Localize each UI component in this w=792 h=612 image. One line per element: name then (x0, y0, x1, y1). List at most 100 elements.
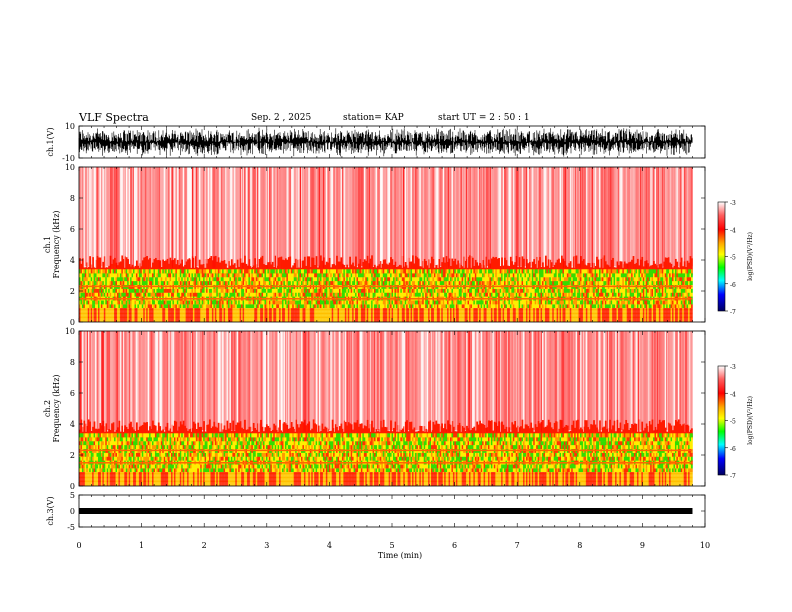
spectrogram-cell (588, 273, 591, 278)
spectrogram-cell (119, 167, 122, 267)
spectrogram-cell (638, 288, 641, 293)
spectrogram-cell (153, 304, 156, 309)
spectrogram-cell (509, 280, 512, 286)
spectrogram-cell (261, 255, 264, 276)
spectrogram-cell (626, 292, 629, 297)
spectrogram-cell (166, 300, 169, 305)
spectrogram-cell (276, 167, 278, 267)
spectrogram-cell (419, 280, 422, 286)
spectrogram-cell (188, 304, 191, 309)
spectrogram-cell (118, 269, 121, 274)
spectrogram-cell (263, 300, 265, 305)
spectrogram-cell (426, 288, 429, 293)
spectrogram-cell (600, 288, 603, 293)
spectrogram-cell (663, 167, 666, 267)
spectrogram-cell (480, 167, 483, 267)
spectrogram-cell (540, 280, 543, 286)
spectrogram-cell (114, 300, 116, 305)
spectrogram-cell (502, 304, 505, 309)
spectrogram-cell (479, 292, 481, 297)
spectrogram-cell (460, 300, 462, 305)
spectrogram-cell (134, 292, 137, 297)
spectrogram-cell (97, 300, 100, 305)
spectrogram-cell (553, 288, 556, 293)
spectrogram-cell (473, 280, 476, 286)
spectrogram-cell (322, 300, 325, 305)
spectrogram-cell (393, 273, 395, 278)
spectrogram-cell (229, 304, 232, 309)
spectrogram-cell (585, 300, 588, 305)
spectrogram-cell (474, 259, 477, 276)
spectrogram-cell (263, 292, 265, 297)
spectrogram-cell (653, 269, 655, 274)
spectrogram-cell (520, 280, 522, 286)
spectrogram-cell (387, 273, 389, 278)
spectrogram-cell (355, 300, 357, 305)
spectrogram-cell (359, 167, 362, 267)
spectrogram-cell (374, 167, 376, 267)
spectrogram-cell (523, 167, 525, 267)
spectrogram-cell (482, 269, 484, 274)
spectrogram-cell (251, 300, 254, 305)
spectrogram-cell (312, 277, 315, 282)
spectrogram-cell (594, 288, 597, 293)
spectrogram-cell (220, 277, 223, 282)
spectrogram-cell (207, 304, 210, 309)
spectrogram-cell (108, 277, 110, 282)
spectrogram-cell (137, 288, 140, 293)
spectrogram-cell (417, 277, 420, 282)
spectrogram-cell (214, 273, 217, 278)
spectrogram-cell (455, 167, 458, 267)
spectrogram-cell (591, 277, 594, 282)
spectrogram-cell (192, 273, 195, 278)
spectrogram-cell (83, 304, 86, 309)
spectrogram-cell (128, 288, 131, 293)
spectrogram-cell (190, 304, 192, 309)
spectrogram-cell (435, 292, 438, 297)
spectrogram-cell (563, 304, 566, 309)
spectrogram-cell (561, 300, 563, 305)
spectrogram-cell (179, 277, 182, 282)
spectrogram-cell (154, 292, 157, 297)
spectrogram-cell (588, 288, 591, 293)
spectrogram-cell (626, 280, 629, 286)
spectrogram-cell (537, 260, 540, 276)
spectrogram-cell (546, 304, 549, 309)
spectrogram-cell (154, 288, 157, 293)
spectrogram-cell (407, 300, 410, 305)
spectrogram-cell (79, 292, 81, 297)
spectrogram-cell (540, 292, 543, 297)
spectrogram-cell (487, 259, 490, 276)
spectrogram-cell (236, 277, 239, 282)
spectrogram-cell (340, 257, 343, 276)
spectrogram-cell (524, 269, 527, 274)
spectrogram-cell (299, 292, 302, 297)
spectrogram-cell (328, 280, 331, 286)
spectrogram-cell (479, 262, 481, 276)
spectrogram-cell (568, 292, 571, 297)
spectrogram-cell (336, 255, 338, 276)
spectrogram-cell (561, 288, 563, 293)
spectrogram-cell (363, 167, 366, 267)
spectrogram-cell (431, 300, 433, 305)
spectrogram-cell (356, 167, 359, 267)
spectrogram-cell (175, 280, 178, 286)
spectrogram-cell (203, 167, 205, 267)
spectrogram-cell (623, 261, 626, 276)
spectrogram-cell (225, 269, 227, 274)
spectrogram-cell (539, 280, 541, 286)
spectrogram-cell (657, 300, 660, 305)
spectrogram-cell (487, 280, 490, 286)
spectrogram-cell (103, 288, 106, 293)
spectrogram-cell (100, 300, 103, 305)
spectrogram-cell (356, 269, 359, 274)
spectrogram-cell (356, 300, 359, 305)
spectrogram-cell (283, 292, 286, 297)
spectrogram-cell (580, 288, 582, 293)
spectrogram-cell (146, 304, 148, 309)
spectrogram-cell (327, 273, 330, 278)
spectrogram-cell (432, 292, 435, 297)
spectrogram-cell (629, 269, 632, 274)
spectrogram-cell (211, 304, 214, 309)
spectrogram-cell (655, 292, 658, 297)
